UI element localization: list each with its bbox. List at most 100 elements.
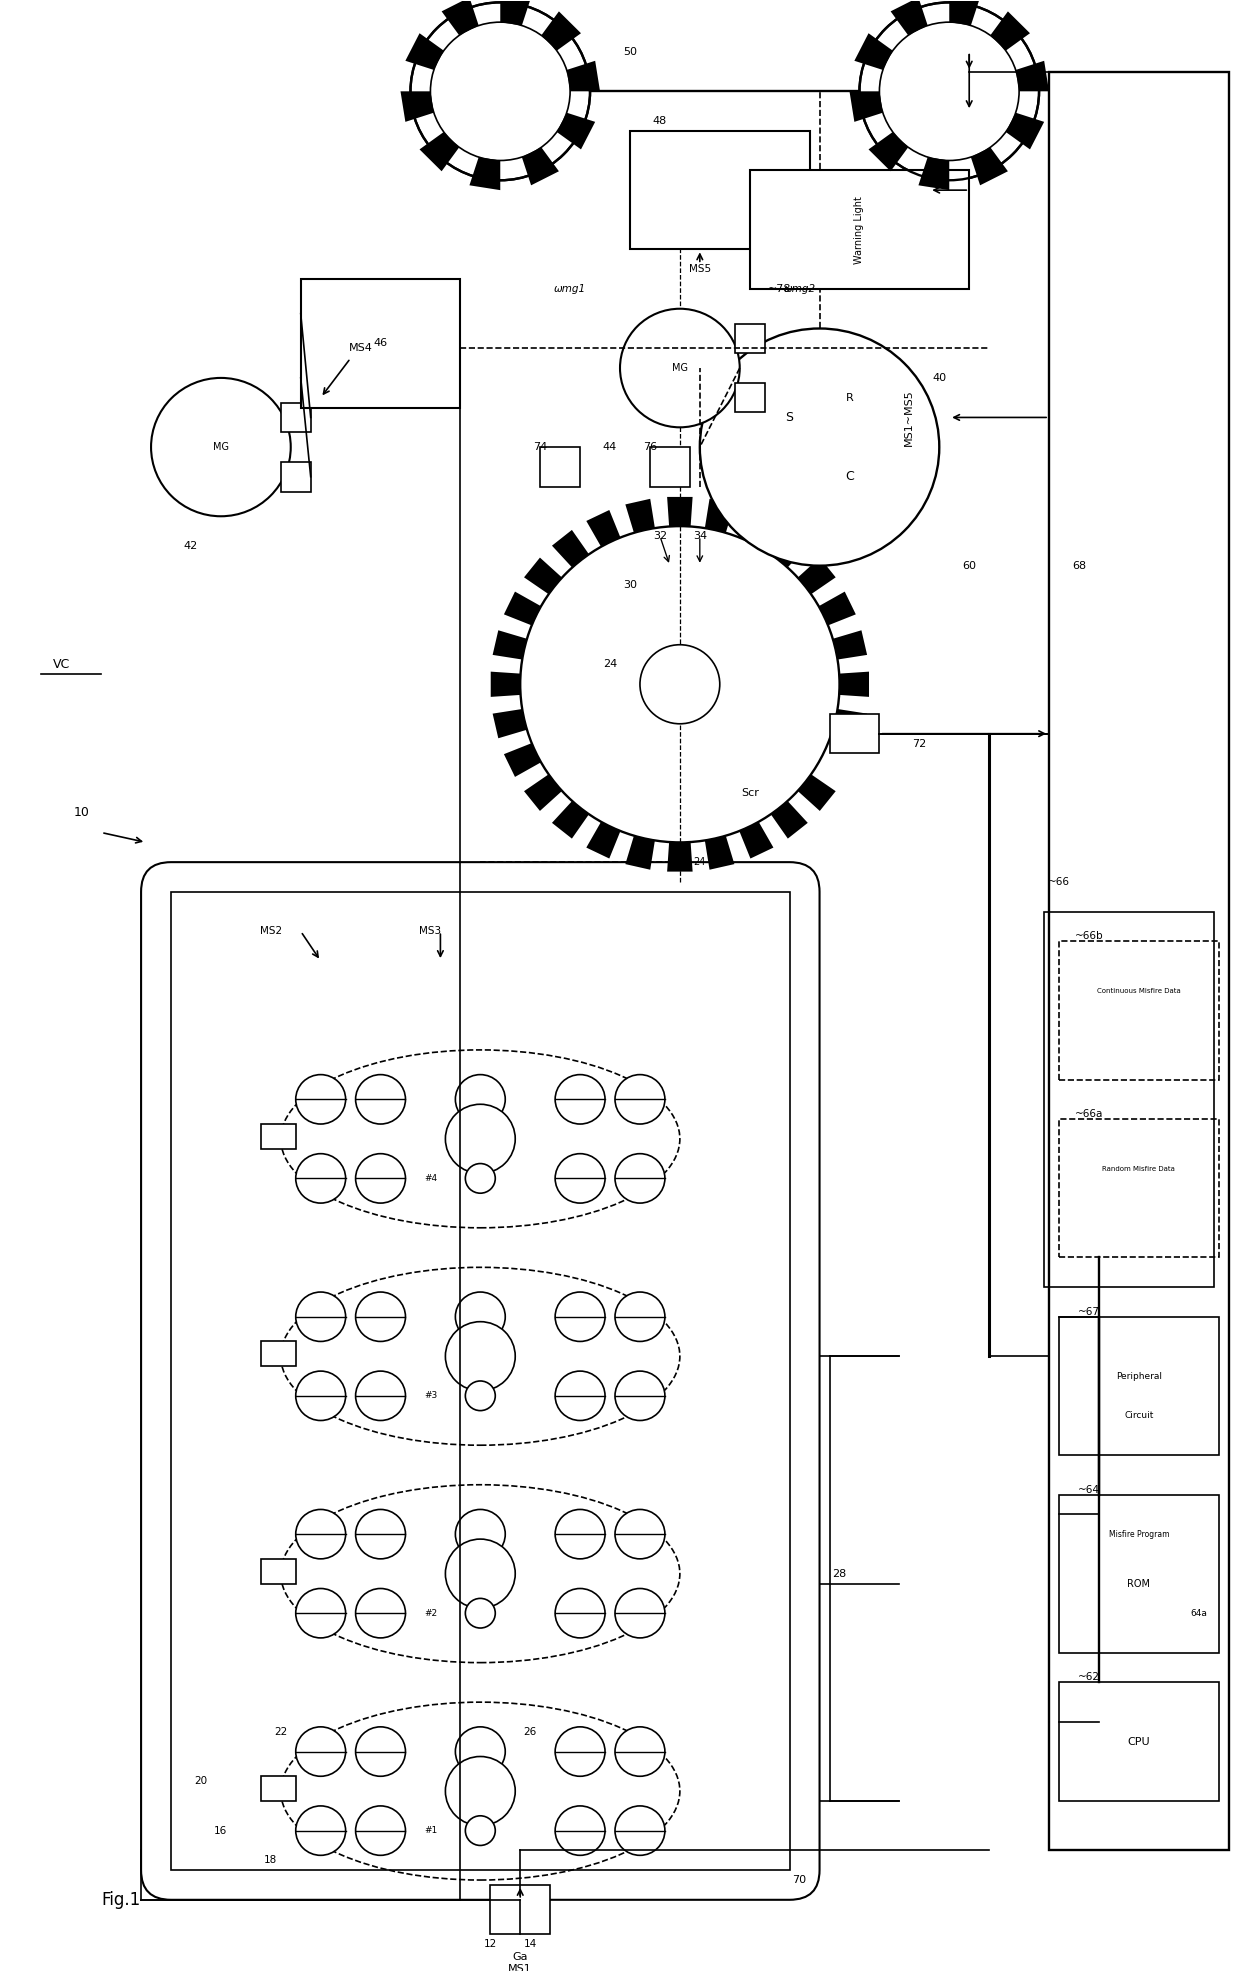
Circle shape xyxy=(699,329,939,566)
Text: Peripheral: Peripheral xyxy=(1116,1372,1162,1380)
Circle shape xyxy=(465,1815,495,1845)
Bar xyxy=(1059,1120,1219,1257)
Bar xyxy=(650,447,689,487)
Polygon shape xyxy=(625,836,655,869)
Polygon shape xyxy=(771,800,807,838)
Circle shape xyxy=(556,1153,605,1202)
Polygon shape xyxy=(991,12,1030,51)
Text: 22: 22 xyxy=(274,1727,288,1736)
Circle shape xyxy=(295,1510,346,1559)
Text: 60: 60 xyxy=(962,560,976,572)
Polygon shape xyxy=(833,631,867,660)
Polygon shape xyxy=(950,0,980,26)
Bar xyxy=(830,714,879,753)
Text: MS5: MS5 xyxy=(688,264,711,274)
Circle shape xyxy=(556,1805,605,1855)
Circle shape xyxy=(556,1074,605,1123)
Polygon shape xyxy=(739,822,774,859)
Text: 72: 72 xyxy=(913,739,926,749)
Circle shape xyxy=(151,378,290,516)
Polygon shape xyxy=(405,34,444,69)
Polygon shape xyxy=(567,61,600,91)
Bar xyxy=(260,1559,295,1583)
Polygon shape xyxy=(771,530,807,568)
Text: 14: 14 xyxy=(523,1939,537,1949)
Polygon shape xyxy=(500,0,531,26)
Text: ~66: ~66 xyxy=(1048,877,1070,887)
Polygon shape xyxy=(503,591,541,625)
Text: 28: 28 xyxy=(832,1569,847,1579)
Bar xyxy=(260,1342,295,1366)
Circle shape xyxy=(356,1372,405,1421)
Bar xyxy=(260,1776,295,1801)
Polygon shape xyxy=(797,775,836,810)
Text: MS1~MS5: MS1~MS5 xyxy=(904,388,914,445)
Text: #2: #2 xyxy=(424,1608,436,1618)
Polygon shape xyxy=(849,91,883,122)
Polygon shape xyxy=(503,743,541,777)
Circle shape xyxy=(295,1727,346,1776)
Text: Warning Light: Warning Light xyxy=(854,195,864,264)
Polygon shape xyxy=(552,800,589,838)
Circle shape xyxy=(410,2,590,179)
Text: 64a: 64a xyxy=(1190,1608,1207,1618)
Text: MG: MG xyxy=(672,363,688,373)
Text: 10: 10 xyxy=(73,806,89,820)
Text: 44: 44 xyxy=(603,442,618,451)
Circle shape xyxy=(445,1539,516,1608)
Bar xyxy=(735,323,765,353)
Bar xyxy=(1059,942,1219,1080)
Circle shape xyxy=(465,1598,495,1628)
Text: Circuit: Circuit xyxy=(1125,1411,1153,1419)
Polygon shape xyxy=(441,0,479,35)
Circle shape xyxy=(556,1293,605,1342)
Circle shape xyxy=(615,1510,665,1559)
Polygon shape xyxy=(1016,61,1049,91)
Text: #4: #4 xyxy=(424,1175,436,1183)
Text: MS1: MS1 xyxy=(508,1963,532,1971)
Text: ~62: ~62 xyxy=(1078,1673,1100,1683)
Text: 12: 12 xyxy=(484,1939,497,1949)
Text: C: C xyxy=(846,471,854,483)
Bar xyxy=(750,170,970,290)
Polygon shape xyxy=(552,530,589,568)
Polygon shape xyxy=(491,672,521,698)
Circle shape xyxy=(445,1756,516,1825)
Polygon shape xyxy=(522,148,559,185)
Polygon shape xyxy=(525,775,562,810)
Circle shape xyxy=(615,1589,665,1638)
Circle shape xyxy=(615,1372,665,1421)
Text: 26: 26 xyxy=(523,1727,537,1736)
Text: 34: 34 xyxy=(693,530,707,540)
Text: 74: 74 xyxy=(533,442,547,451)
Text: 48: 48 xyxy=(652,116,667,126)
Polygon shape xyxy=(470,158,500,189)
Circle shape xyxy=(455,1074,505,1123)
Circle shape xyxy=(356,1293,405,1342)
Polygon shape xyxy=(542,12,582,51)
Circle shape xyxy=(356,1589,405,1638)
Polygon shape xyxy=(839,672,869,698)
Polygon shape xyxy=(419,132,459,171)
Circle shape xyxy=(356,1727,405,1776)
FancyBboxPatch shape xyxy=(141,861,820,1900)
Text: 30: 30 xyxy=(622,579,637,591)
Circle shape xyxy=(615,1727,665,1776)
Bar xyxy=(630,130,810,250)
Polygon shape xyxy=(704,499,734,532)
Circle shape xyxy=(615,1153,665,1202)
Bar xyxy=(280,402,311,432)
Circle shape xyxy=(445,1104,516,1173)
Circle shape xyxy=(556,1510,605,1559)
Text: 32: 32 xyxy=(652,530,667,540)
Text: 76: 76 xyxy=(642,442,657,451)
Text: 24: 24 xyxy=(603,660,618,670)
Polygon shape xyxy=(525,558,562,593)
Text: ~66b: ~66b xyxy=(1075,930,1104,942)
Bar xyxy=(260,1123,295,1149)
Polygon shape xyxy=(587,822,620,859)
Polygon shape xyxy=(492,710,527,739)
Text: R: R xyxy=(846,392,853,402)
Text: MS2: MS2 xyxy=(259,926,281,936)
Text: 20: 20 xyxy=(195,1776,207,1786)
